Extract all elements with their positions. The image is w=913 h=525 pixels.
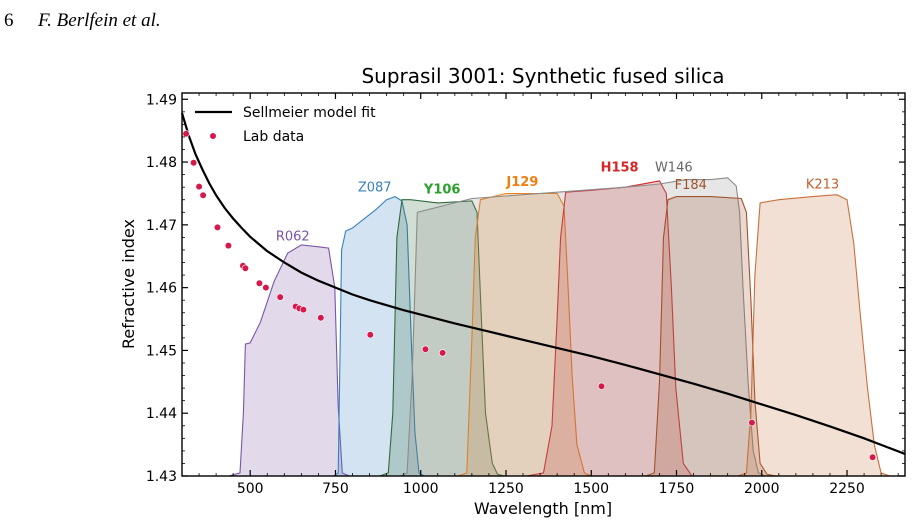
x-tick-label: 750 xyxy=(322,481,349,497)
y-axis-ticks: 1.43 1.44 1.45 1.46 1.47 1.48 1.49 xyxy=(146,92,905,485)
lab-data-point xyxy=(262,284,270,292)
lab-data-point xyxy=(182,130,190,138)
filter-label-z087: Z087 xyxy=(358,181,392,196)
y-tick-label: 1.44 xyxy=(146,406,177,422)
x-axis-ticks: 500 750 1000 1250 1500 1750 2000 2250 xyxy=(181,93,899,497)
legend-marker-swatch xyxy=(209,132,217,140)
filter-band-f184 xyxy=(645,196,776,477)
legend: Sellmeier model fit Lab data xyxy=(195,105,376,145)
page-header: 6 F. Berlfein et al. xyxy=(0,6,913,36)
x-tick-label: 1750 xyxy=(659,481,695,497)
filter-label-w146: W146 xyxy=(655,161,693,176)
lab-data-point xyxy=(190,159,198,167)
x-tick-label: 1000 xyxy=(403,481,439,497)
lab-data-point xyxy=(299,306,308,314)
x-tick-label: 500 xyxy=(237,481,264,497)
legend-label: Sellmeier model fit xyxy=(243,105,376,121)
page-authors: F. Berlfein et al. xyxy=(38,10,161,31)
x-axis-label: Wavelength [nm] xyxy=(474,499,612,518)
chart-title: Suprasil 3001: Synthetic fused silica xyxy=(361,64,724,88)
y-tick-label: 1.45 xyxy=(146,343,177,359)
filter-band-k213 xyxy=(737,194,890,477)
lab-data-points xyxy=(182,130,877,461)
y-tick-label: 1.46 xyxy=(146,281,177,297)
filter-band-z087 xyxy=(332,195,427,477)
lab-data-point xyxy=(255,279,264,287)
page-number: 6 xyxy=(4,10,14,31)
filter-label-j129: J129 xyxy=(505,175,538,190)
lab-data-point xyxy=(241,264,249,272)
filter-label-k213: K213 xyxy=(806,177,839,192)
lab-data-point xyxy=(317,314,325,322)
x-tick-label: 2000 xyxy=(744,481,780,497)
lab-data-point xyxy=(439,349,447,357)
lab-data-point xyxy=(748,419,756,427)
y-tick-label: 1.48 xyxy=(146,155,177,171)
filter-label-h158: H158 xyxy=(601,161,639,176)
y-axis-label: Refractive index xyxy=(119,219,138,349)
x-tick-label: 2250 xyxy=(829,481,865,497)
sellmeier-fit-layer xyxy=(180,112,906,456)
lab-data-point xyxy=(366,331,374,339)
filter-band-r062 xyxy=(228,244,350,477)
lab-data-point xyxy=(276,293,284,301)
lab-data-point xyxy=(195,183,203,191)
lab-data-point xyxy=(421,345,430,353)
lab-data-point xyxy=(868,453,877,461)
filter-bands: R062 Z087 Y106 J129 H158 W146 F184 K213 xyxy=(228,161,890,477)
sellmeier-fit-line xyxy=(180,112,906,456)
y-tick-label: 1.49 xyxy=(146,92,177,108)
x-tick-label: 1250 xyxy=(488,481,524,497)
filter-label-y106: Y106 xyxy=(423,183,461,198)
lab-data-point xyxy=(199,191,207,199)
x-tick-label: 1500 xyxy=(573,481,609,497)
y-tick-label: 1.43 xyxy=(146,469,177,485)
plot-frame xyxy=(181,92,906,477)
filter-label-r062: R062 xyxy=(276,230,310,245)
filter-label-f184: F184 xyxy=(675,178,707,193)
lab-data-point xyxy=(597,382,606,390)
filter-band-w146 xyxy=(400,177,766,477)
filter-band-j129 xyxy=(458,192,592,477)
y-tick-label: 1.47 xyxy=(146,218,177,234)
legend-label: Lab data xyxy=(243,129,304,145)
lab-data-point xyxy=(213,223,222,231)
lab-data-point xyxy=(224,242,232,250)
